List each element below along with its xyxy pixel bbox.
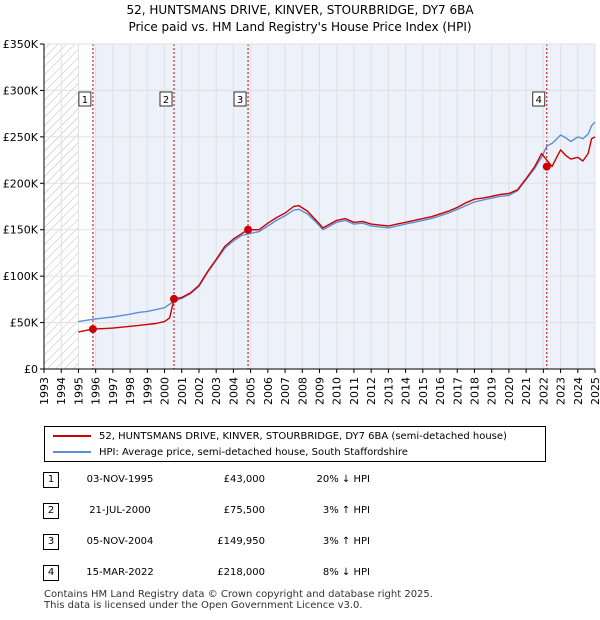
sale-marker-box bbox=[233, 91, 247, 107]
chart-subtitle: Price paid vs. HM Land Registry's House … bbox=[128, 20, 472, 34]
x-tick-label: 2014 bbox=[400, 377, 413, 405]
x-tick-label: 1997 bbox=[107, 377, 120, 405]
legend-label-hpi: HPI: Average price, semi-detached house,… bbox=[99, 446, 408, 458]
x-tick-label: 2001 bbox=[176, 377, 189, 405]
x-tick-label: 1999 bbox=[141, 377, 154, 405]
chart-legend: 52, HUNTSMANS DRIVE, KINVER, STOURBRIDGE… bbox=[44, 426, 546, 462]
table-row: 4 15-MAR-2022 £218,000 8% ↓ HPI bbox=[0, 565, 600, 585]
sale-point bbox=[542, 162, 551, 171]
y-tick-label: £200K bbox=[3, 177, 39, 190]
ownership-shade bbox=[92, 44, 596, 369]
x-tick-label: 2013 bbox=[382, 377, 395, 405]
footer-line-1: Contains HM Land Registry data © Crown c… bbox=[44, 589, 433, 600]
sale-marker-label: 3 bbox=[237, 95, 243, 106]
legend-item-hpi: HPI: Average price, semi-detached house,… bbox=[53, 445, 408, 459]
x-tick-label: 2015 bbox=[417, 377, 430, 405]
sale-marker-label: 4 bbox=[536, 95, 542, 106]
x-tick-label: 2000 bbox=[159, 377, 172, 405]
x-tick-label: 2003 bbox=[210, 377, 223, 405]
sale-marker-box bbox=[532, 91, 546, 107]
sale-hpi-diff: 20% ↓ HPI bbox=[316, 474, 370, 485]
legend-swatch-hpi bbox=[53, 451, 91, 453]
sale-point bbox=[170, 294, 179, 303]
legend-swatch-property bbox=[53, 435, 91, 437]
footer-attribution: Contains HM Land Registry data © Crown c… bbox=[44, 589, 433, 611]
x-tick-label: 2016 bbox=[434, 377, 447, 405]
y-tick-label: £0 bbox=[24, 363, 38, 376]
x-tick-label: 2025 bbox=[589, 377, 600, 405]
x-tick-label: 2022 bbox=[537, 377, 550, 405]
chart-title: 52, HUNTSMANS DRIVE, KINVER, STOURBRIDGE… bbox=[126, 3, 474, 17]
sale-marker-box bbox=[78, 91, 92, 107]
x-tick-label: 2005 bbox=[245, 377, 258, 405]
x-tick-label: 2008 bbox=[296, 377, 309, 405]
sale-price: £218,000 bbox=[217, 567, 265, 578]
y-tick-label: £350K bbox=[3, 38, 39, 51]
sale-number-badge: 3 bbox=[43, 534, 59, 550]
x-tick-label: 2010 bbox=[331, 377, 344, 405]
x-tick-label: 1995 bbox=[72, 377, 85, 405]
x-tick-label: 2004 bbox=[227, 377, 240, 405]
x-tick-label: 2017 bbox=[451, 377, 464, 405]
x-tick-label: 2006 bbox=[262, 377, 275, 405]
y-tick-label: £50K bbox=[10, 317, 39, 330]
sale-hpi-diff: 3% ↑ HPI bbox=[322, 505, 370, 516]
sale-hpi-diff: 3% ↑ HPI bbox=[322, 536, 370, 547]
x-tick-label: 2002 bbox=[193, 377, 206, 405]
sale-number-badge: 2 bbox=[43, 503, 59, 519]
y-tick-label: £100K bbox=[3, 270, 39, 283]
legend-item-property: 52, HUNTSMANS DRIVE, KINVER, STOURBRIDGE… bbox=[53, 429, 507, 443]
table-row: 3 05-NOV-2004 £149,950 3% ↑ HPI bbox=[0, 534, 600, 554]
sale-number-badge: 1 bbox=[43, 472, 59, 488]
y-tick-label: £250K bbox=[3, 131, 39, 144]
footer-line-2: This data is licensed under the Open Gov… bbox=[44, 600, 363, 611]
x-tick-label: 2024 bbox=[572, 377, 585, 405]
y-tick-label: £150K bbox=[3, 224, 39, 237]
x-tick-label: 2007 bbox=[279, 377, 292, 405]
price-chart: £0 £50K £100K £150K £200K £250K £300K £350K 1993… bbox=[3, 38, 600, 405]
sale-number-badge: 4 bbox=[43, 565, 59, 581]
x-tick-label: 2019 bbox=[486, 377, 499, 405]
x-tick-label: 1993 bbox=[38, 377, 51, 405]
sale-date: 15-MAR-2022 bbox=[86, 567, 154, 578]
sale-date: 21-JUL-2000 bbox=[89, 505, 151, 516]
sale-price: £43,000 bbox=[223, 474, 265, 485]
y-tick-label: £300K bbox=[3, 84, 39, 97]
sale-price: £75,500 bbox=[223, 505, 265, 516]
x-tick-label: 2011 bbox=[348, 377, 361, 405]
x-tick-label: 2009 bbox=[314, 377, 327, 405]
table-row: 2 21-JUL-2000 £75,500 3% ↑ HPI bbox=[0, 503, 600, 523]
sale-marker-label: 1 bbox=[82, 95, 88, 106]
sale-date: 03-NOV-1995 bbox=[86, 474, 154, 485]
x-tick-label: 2020 bbox=[503, 377, 516, 405]
x-tick-label: 1998 bbox=[124, 377, 137, 405]
x-tick-label: 1994 bbox=[55, 377, 68, 405]
sale-marker-box bbox=[159, 91, 173, 107]
x-tick-label: 2012 bbox=[365, 377, 378, 405]
sale-price: £149,950 bbox=[217, 536, 265, 547]
legend-label-property: 52, HUNTSMANS DRIVE, KINVER, STOURBRIDGE… bbox=[99, 430, 507, 442]
table-row: 1 03-NOV-1995 £43,000 20% ↓ HPI bbox=[0, 472, 600, 492]
sale-point bbox=[244, 225, 253, 234]
sale-marker-label: 2 bbox=[163, 95, 169, 106]
x-tick-label: 2023 bbox=[555, 377, 568, 405]
sale-point bbox=[88, 325, 97, 334]
x-tick-label: 2018 bbox=[468, 377, 481, 405]
x-tick-label: 2021 bbox=[520, 377, 533, 405]
sale-hpi-diff: 8% ↓ HPI bbox=[322, 567, 370, 578]
x-tick-label: 1996 bbox=[90, 377, 103, 405]
sale-date: 05-NOV-2004 bbox=[86, 536, 154, 547]
